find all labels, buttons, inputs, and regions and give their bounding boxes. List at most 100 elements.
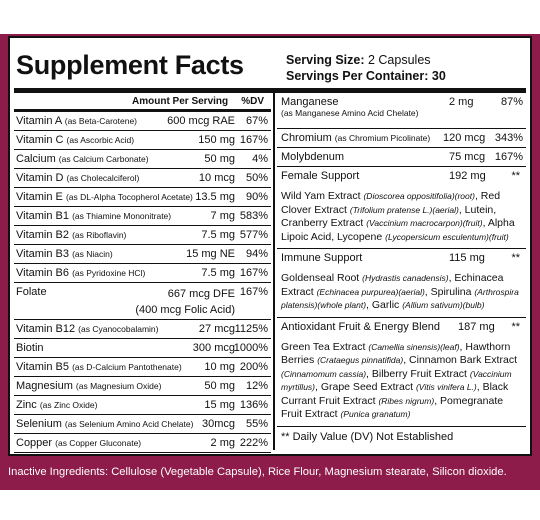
nutrient-amount: 30mcg <box>201 418 235 430</box>
nutrient-row: Vitamin B5 (as D-Calcium Pantothenate) 10… <box>14 358 271 377</box>
blend-ingredients: Wild Yam Extract (Dioscorea oppositifoli… <box>277 186 526 249</box>
nutrient-name: Selenium (as Selenium Amino Acid Chelate… <box>16 418 194 430</box>
nutrient-name: Calcium (as Calcium Carbonate) <box>16 153 149 165</box>
nutrient-row: Vitamin B3 (as Niacin) 15 mg NE 94% <box>14 245 271 264</box>
blend-amount: 187 mg <box>458 320 495 333</box>
nutrient-amount: 7.5 mg <box>201 229 235 241</box>
dv-footnote: ** Daily Value (DV) Not Established <box>281 431 454 443</box>
nutrient-name: Copper (as Copper Gluconate) <box>16 437 142 449</box>
inactive-ingredients: Inactive Ingredients: Cellulose (Vegetab… <box>8 466 507 478</box>
nutrient-amount: 667 mcg DFE (400 mcg Folic Acid) <box>135 288 235 316</box>
blend-header: Antioxidant Fruit & Energy Blend 187 mg … <box>277 318 526 337</box>
nutrient-dv: 50% <box>245 172 268 184</box>
nutrient-dv: 12% <box>245 380 268 392</box>
nutrient-name: Vitamin E (as DL-Alpha Tocopherol Acetat… <box>16 191 193 203</box>
nutrient-dv: 200% <box>239 361 268 373</box>
nutrient-row: Calcium (as Calcium Carbonate) 50 mg 4% <box>14 150 271 169</box>
nutrient-name: Chromium (as Chromium Picolinate) <box>281 132 431 144</box>
nutrient-dv: 55% <box>245 418 268 430</box>
nutrient-amount: 50 mg <box>204 153 235 165</box>
nutrient-name: Zinc (as Zinc Oxide) <box>16 399 98 411</box>
servings-per-container-value: 30 <box>431 69 446 83</box>
nutrient-name: Vitamin A (as Beta-Carotene) <box>16 115 138 127</box>
nutrient-dv: 87% <box>500 96 523 108</box>
blend-header: Female Support 192 mg ** <box>277 167 526 186</box>
nutrient-list: Vitamin A (as Beta-Carotene) 600 mcg RAE 6… <box>14 112 271 453</box>
nutrient-amount: 600 mcg RAE <box>167 115 235 127</box>
nutrient-name: Manganese <box>281 96 339 108</box>
blend-ingredients: Goldenseal Root (Hydrastis canadensis), … <box>277 268 526 318</box>
nutrient-dv: 167% <box>239 267 268 279</box>
nutrient-name: Vitamin B3 (as Niacin) <box>16 248 113 260</box>
nutrient-amount: 7 mg <box>210 210 235 222</box>
column-divider <box>273 93 275 450</box>
blend-dv: ** <box>511 320 520 333</box>
nutrient-dv: 67% <box>245 115 268 127</box>
nutrient-source: (as Manganese Amino Acid Chelate) <box>281 108 419 118</box>
nutrient-row: Vitamin A (as Beta-Carotene) 600 mcg RAE 6… <box>14 112 271 131</box>
nutrient-amount: 10 mcg <box>198 172 235 184</box>
nutrient-row: Vitamin D (as Cholecalciferol) 10 mcg 50% <box>14 169 271 188</box>
left-column: Amount Per Serving %DV Vitamin A (as Bet… <box>14 93 271 453</box>
nutrient-row: Chromium (as Chromium Picolinate) 120 mc… <box>277 129 526 148</box>
blend-name: Female Support <box>281 170 360 182</box>
nutrient-amount: 15 mg <box>204 399 235 411</box>
serving-info: Serving Size: 2 Capsules Servings Per Co… <box>286 52 446 84</box>
blend-name: Antioxidant Fruit & Energy Blend <box>281 320 440 333</box>
nutrient-row: Vitamin B12 (as Cyanocobalamin) 27 mcg 112… <box>14 320 271 339</box>
dv-header: %DV <box>241 96 264 107</box>
nutrient-amount: 150 mg <box>198 134 235 146</box>
nutrient-name: Magnesium (as Magnesium Oxide) <box>16 380 162 392</box>
panel-title: Supplement Facts <box>16 50 244 80</box>
nutrient-amount: 2 mg <box>210 437 235 449</box>
nutrient-name: Vitamin B2 (as Riboflavin) <box>16 229 127 241</box>
nutrient-name: Vitamin D (as Cholecalciferol) <box>16 172 140 184</box>
nutrient-name: Folate <box>16 286 47 298</box>
nutrient-dv: 167% <box>239 134 268 146</box>
blend-header: Immune Support 115 mg ** <box>277 249 526 268</box>
nutrient-row: Magnesium (as Magnesium Oxide) 50 mg 12% <box>14 377 271 396</box>
blend-dv: ** <box>511 170 520 182</box>
blend-ingredients: Green Tea Extract (Camellia sinensis)(le… <box>277 337 526 427</box>
nutrient-amount: 7.5 mg <box>201 267 235 279</box>
nutrient-name: Vitamin B6 (as Pyridoxine HCl) <box>16 267 146 279</box>
nutrient-amount: 50 mg <box>204 380 235 392</box>
nutrient-row: Manganese (as Manganese Amino Acid Chela… <box>277 93 526 129</box>
nutrient-dv: 222% <box>239 437 268 449</box>
nutrient-row: Selenium (as Selenium Amino Acid Chelate… <box>14 415 271 434</box>
serving-size-value: 2 Capsules <box>367 53 431 67</box>
nutrient-row: Zinc (as Zinc Oxide) 15 mg 136% <box>14 396 271 415</box>
nutrient-amount: 15 mg NE <box>186 248 235 260</box>
column-header: Amount Per Serving %DV <box>14 93 271 112</box>
nutrient-amount: 27 mcg <box>198 323 235 335</box>
nutrient-name: Vitamin B5 (as D-Calcium Pantothenate) <box>16 361 182 373</box>
top-margin <box>0 0 540 34</box>
nutrient-name: Vitamin B1 (as Thiamine Mononitrate) <box>16 210 172 222</box>
nutrient-dv: 1125% <box>234 323 268 335</box>
nutrient-amount: 120 mcg <box>443 132 486 144</box>
nutrient-dv: 90% <box>245 191 268 203</box>
nutrient-row: Vitamin B2 (as Riboflavin) 7.5 mg 577% <box>14 226 271 245</box>
nutrient-dv: 1000% <box>233 342 268 354</box>
nutrient-name: Vitamin B12 (as Cyanocobalamin) <box>16 323 159 335</box>
nutrient-dv: 343% <box>494 132 523 144</box>
nutrient-dv: 167% <box>239 286 268 298</box>
servings-per-container-label: Servings Per Container: <box>286 69 429 83</box>
blend-name: Immune Support <box>281 252 363 264</box>
serving-size-label: Serving Size: <box>286 53 365 67</box>
nutrient-row: Vitamin C (as Ascorbic Acid) 150 mg 167% <box>14 131 271 150</box>
nutrient-dv: 4% <box>252 153 268 165</box>
nutrient-amount: 75 mcg <box>449 151 486 163</box>
nutrient-dv: 94% <box>245 248 268 260</box>
amount-header: Amount Per Serving <box>132 96 229 107</box>
nutrient-name: Molybdenum <box>281 151 344 163</box>
nutrient-dv: 167% <box>494 151 523 163</box>
nutrient-dv: 136% <box>239 399 268 411</box>
nutrient-row: Molybdenum 75 mcg 167% <box>277 148 526 167</box>
blend-amount: 115 mg <box>449 252 485 264</box>
supplement-facts-panel <box>8 36 532 456</box>
nutrient-dv: 583% <box>239 210 268 222</box>
nutrient-amount: 13.5 mg <box>195 191 235 203</box>
right-column: Manganese (as Manganese Amino Acid Chela… <box>277 93 526 443</box>
nutrient-row: Vitamin B6 (as Pyridoxine HCl) 7.5 mg 167% <box>14 264 271 283</box>
